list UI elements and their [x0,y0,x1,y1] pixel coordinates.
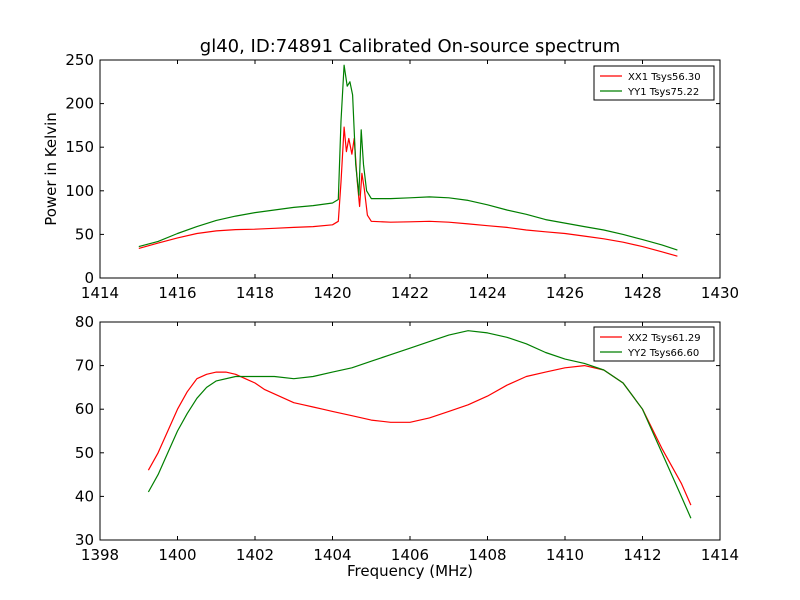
legend-box [593,65,715,101]
x-tick-label: 1410 [546,546,584,564]
y-tick-label: 50 [75,225,94,243]
x-tick-label: 1428 [623,284,661,302]
y-tick-label: 40 [75,487,94,505]
x-tick-label: 1418 [236,284,274,302]
y-axis-label: Power in Kelvin [42,112,60,226]
legend-entry: XX2 Tsys61.29 [628,333,701,344]
y-tick-label: 60 [75,400,94,418]
y-tick-label: 50 [75,444,94,462]
y-tick-label: 80 [75,313,94,331]
y-tick-label: 200 [65,95,94,113]
legend-entry: XX1 Tsys56.30 [628,72,701,83]
legend-entry: YY2 Tsys66.60 [627,348,699,359]
y-tick-label: 0 [84,269,94,287]
x-tick-label: 1414 [81,284,119,302]
x-tick-label: 1412 [623,546,661,564]
x-tick-label: 1430 [701,284,739,302]
x-tick-label: 1398 [81,546,119,564]
y-tick-label: 100 [65,182,94,200]
x-tick-label: 1402 [236,546,274,564]
x-tick-label: 1414 [701,546,739,564]
x-tick-label: 1422 [391,284,429,302]
top-spectrum-panel: 1414 1416 1418 1420 1422 1424 1426 1428 1430 0 50 1… [42,51,739,302]
x-tick-label: 1420 [313,284,351,302]
x-tick-label: 1426 [546,284,584,302]
y-tick-label: 70 [75,357,94,375]
legend: XX2 Tsys61.29 YY2 Tsys66.60 [593,326,715,362]
series-line-2 [147,330,692,519]
x-tick-label: 1424 [468,284,506,302]
legend-entry: YY1 Tsys75.22 [627,87,699,98]
y-tick-label: 30 [75,531,94,549]
bottom-spectrum-panel: 1398 1400 1402 1404 1406 1408 1410 1412 1414 30 40… [75,313,739,580]
y-tick-label: 250 [65,51,94,69]
x-tick-label: 1408 [468,546,506,564]
legend: XX1 Tsys56.30 YY1 Tsys75.22 [593,65,715,101]
x-tick-label: 1406 [391,546,429,564]
y-tick-label: 150 [65,138,94,156]
series-line-1 [138,126,678,257]
x-tick-label: 1404 [313,546,351,564]
legend-box [593,326,715,362]
x-axis-label: Frequency (MHz) [347,562,473,580]
x-tick-label: 1400 [158,546,196,564]
x-tick-label: 1416 [158,284,196,302]
figure-title: gl40, ID:74891 Calibrated On-source spec… [200,36,620,57]
series-line-1 [147,365,692,506]
series-line-2 [138,64,678,251]
